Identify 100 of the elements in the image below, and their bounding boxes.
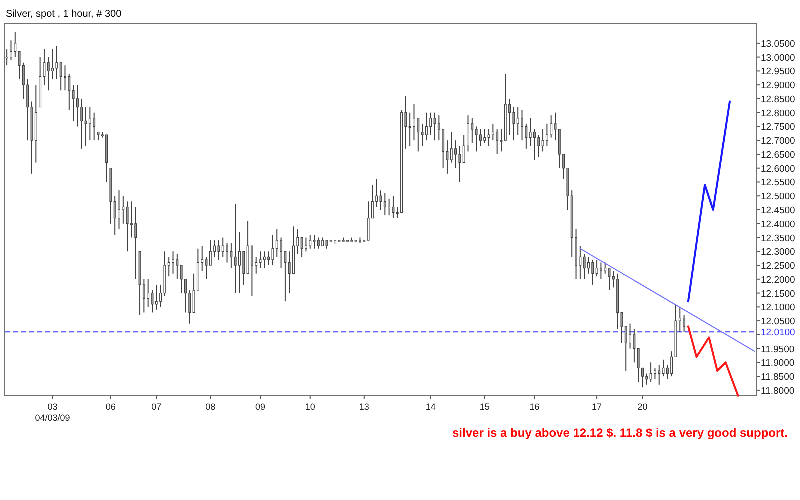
y-tick-label: 12.1000 [761,302,796,314]
candlestick [500,128,503,152]
candlestick [475,126,478,152]
y-tick-label: 12.8000 [761,108,796,120]
x-tick-label: 08 [206,402,216,412]
y-tick-label: 12.3000 [761,247,796,258]
candlestick [222,237,224,258]
candlestick [413,104,416,142]
candlestick [454,140,458,169]
candlestick [180,265,183,294]
candlestick [408,112,412,147]
candlestick [637,348,640,383]
candlestick [458,146,462,183]
candlestick [10,40,12,61]
candlestick [84,106,88,147]
candlestick [238,232,241,294]
x-tick-label: 15 [480,402,490,412]
candlestick [380,190,382,210]
candlestick [52,48,54,80]
candlestick [596,259,598,278]
candlestick [683,314,686,333]
candlestick [367,201,370,242]
y-tick-label: 12.3500 [761,233,796,244]
candlestick [538,134,540,158]
x-tick-label: 10 [305,402,316,412]
y-tick-label: 12.9500 [761,66,796,78]
x-tick-label: 06 [106,402,116,412]
candlestick [496,128,499,155]
candlestick [168,256,170,278]
candlestick [629,323,632,350]
candlestick [588,256,590,274]
x-tick-label: 07 [152,402,162,412]
y-tick-label: 12.6000 [761,164,796,175]
candlestick [126,201,129,252]
y-tick-label: 12.6500 [761,150,796,161]
line-series [687,100,731,303]
candlestick [93,112,96,142]
candlestick [272,234,274,266]
candlestick [276,228,278,258]
candlestick [80,98,84,150]
x-tick-label: 03 04/03/09 [35,402,70,423]
y-tick-label: 11.9000 [761,358,795,370]
candlestick [60,62,62,92]
candlestick [546,123,548,147]
y-tick-label: 12.2500 [761,261,796,272]
y-tick-label: 12.0500 [761,316,796,328]
candlestick [600,262,602,280]
candlestick [512,106,516,142]
candlestick [155,284,158,310]
candlestick [300,237,304,258]
candlestick [317,237,320,250]
candlestick [542,128,544,152]
candlestick [209,240,212,266]
line-series [687,326,740,397]
candlestick [384,192,386,216]
candlestick [14,32,17,58]
candlestick [484,128,486,144]
candlestick [417,118,420,152]
candlestick [583,254,586,280]
candlestick [471,118,474,144]
x-tick-label: 17 [592,402,602,412]
candlestick [488,128,490,147]
candlestick [313,234,316,250]
candlestick [268,251,270,266]
y-tick-label: 11.8000 [761,386,795,397]
candlestick [309,234,312,250]
candlestick [56,46,58,80]
candlestick [421,123,424,147]
candlestick [147,278,150,308]
candlestick [430,112,432,136]
candlestick [304,237,308,252]
candlestick [550,115,553,138]
candlestick [134,206,138,280]
candlestick [263,251,266,269]
y-tick-label: 12.2000 [761,274,796,286]
candlestick [450,132,453,164]
candlestick [434,112,436,142]
candlestick [633,328,636,364]
chart-title: Silver, spot , 1 hour, # 300 [6,9,122,20]
y-tick-label: 12.9000 [761,80,796,92]
y-tick-label: 12.5000 [761,192,796,203]
candlestick [658,364,661,386]
y-tick-label: 12.5500 [761,178,796,189]
candlestick [479,128,482,147]
candlestick [122,196,125,224]
y-tick-label: 11.8500 [761,372,795,384]
candlestick [242,251,246,286]
candlestick [516,106,520,136]
y-tick-label: 12.7000 [761,136,796,148]
x-tick-label: 14 [426,402,436,412]
candlestick [88,106,92,142]
candlestick [492,123,494,142]
candlestick [172,251,174,274]
candlestick [392,196,395,219]
candlestick [533,128,536,161]
candlestick [226,242,229,264]
candlestick [68,73,71,111]
candlestick [624,326,628,372]
candlestick [114,196,116,236]
candlestick [64,65,66,92]
